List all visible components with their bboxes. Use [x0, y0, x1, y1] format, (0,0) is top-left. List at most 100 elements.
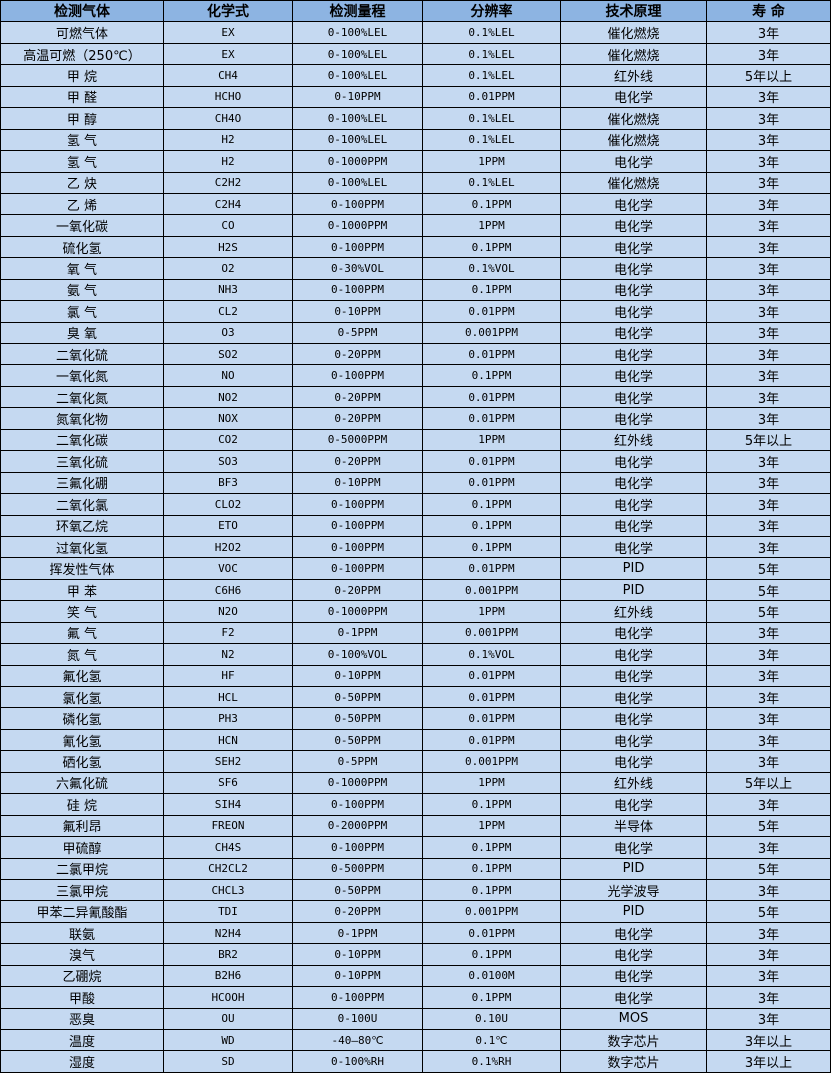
cell-lifespan: 3年 — [706, 685, 831, 709]
cell-resolution: 0.001PPM — [422, 621, 561, 645]
cell-range: 0-5PPM — [292, 750, 423, 773]
cell-range: 0-1000PPM — [292, 771, 423, 795]
cell-resolution: 0.1%LEL — [422, 42, 561, 66]
cell-gas: 氯 气 — [0, 300, 164, 323]
cell-formula: WD — [163, 1028, 293, 1052]
table-row: 甲苯二异氰酸酯 TDI 0-20PPM 0.001PPM PID 5年 — [0, 900, 831, 923]
cell-range: 0-5000PPM — [292, 428, 423, 452]
cell-resolution: 1PPM — [422, 600, 561, 623]
cell-gas: 湿度 — [0, 1050, 164, 1073]
cell-resolution: 0.01PPM — [422, 557, 561, 580]
cell-lifespan: 3年以上 — [706, 1050, 831, 1073]
cell-formula: CL2 — [163, 300, 293, 323]
cell-range: 0-50PPM — [292, 707, 423, 730]
cell-gas: 氢 气 — [0, 150, 164, 173]
cell-lifespan: 3年 — [706, 385, 831, 409]
table-row: 二氧化氯 CLO2 0-100PPM 0.1PPM 电化学 3年 — [0, 493, 831, 516]
cell-range: 0-50PPM — [292, 878, 423, 902]
cell-gas: 甲硫醇 — [0, 836, 164, 859]
cell-formula: CO — [163, 214, 293, 237]
cell-formula: HCHO — [163, 85, 293, 109]
table-row: 乙 炔 C2H2 0-100%LEL 0.1%LEL 催化燃烧 3年 — [0, 171, 831, 194]
cell-resolution: 0.1PPM — [422, 836, 561, 859]
cell-principle: 电化学 — [560, 450, 707, 473]
cell-principle: 电化学 — [560, 750, 707, 773]
table-row: 甲硫醇 CH4S 0-100PPM 0.1PPM 电化学 3年 — [0, 836, 831, 859]
cell-gas: 氨 气 — [0, 278, 164, 302]
cell-lifespan: 3年 — [706, 471, 831, 495]
cell-lifespan: 3年 — [706, 943, 831, 966]
cell-principle: 红外线 — [560, 600, 707, 623]
table-row: 六氟化硫 SF6 0-1000PPM 1PPM 红外线 5年以上 — [0, 771, 831, 795]
cell-gas: 氟利昂 — [0, 814, 164, 838]
cell-resolution: 0.001PPM — [422, 900, 561, 923]
cell-lifespan: 3年 — [706, 535, 831, 559]
table-row: 乙硼烷 B2H6 0-10PPM 0.0100M 电化学 3年 — [0, 964, 831, 988]
table-row: 甲 苯 C6H6 0-20PPM 0.001PPM PID 5年 — [0, 578, 831, 602]
cell-range: 0-100PPM — [292, 278, 423, 302]
table-row: 恶臭 OU 0-100U 0.10U MOS 3年 — [0, 1007, 831, 1031]
cell-principle: 电化学 — [560, 300, 707, 323]
cell-range: 0-20PPM — [292, 450, 423, 473]
cell-principle: 电化学 — [560, 493, 707, 516]
cell-resolution: 0.001PPM — [422, 578, 561, 602]
table-body: 可燃气体 EX 0-100%LEL 0.1%LEL 催化燃烧 3年 高温可燃（250℃） EX… — [0, 21, 831, 1073]
cell-lifespan: 5年 — [706, 900, 831, 923]
cell-range: 0-100PPM — [292, 192, 423, 216]
cell-formula: C2H2 — [163, 171, 293, 194]
cell-lifespan: 5年 — [706, 578, 831, 602]
cell-resolution: 0.1PPM — [422, 986, 561, 1009]
cell-gas: 一氧化氮 — [0, 364, 164, 387]
cell-gas: 二氧化硫 — [0, 342, 164, 366]
header-gas: 检测气体 — [0, 0, 164, 23]
cell-formula: EX — [163, 42, 293, 66]
cell-formula: ETO — [163, 514, 293, 537]
cell-resolution: 0.1℃ — [422, 1028, 561, 1052]
cell-formula: N2O — [163, 600, 293, 623]
cell-formula: SO2 — [163, 342, 293, 366]
cell-principle: 半导体 — [560, 814, 707, 838]
cell-range: 0-20PPM — [292, 342, 423, 366]
cell-lifespan: 3年以上 — [706, 1028, 831, 1052]
table-row: 二氯甲烷 CH2CL2 0-500PPM 0.1PPM PID 5年 — [0, 857, 831, 880]
cell-lifespan: 5年以上 — [706, 771, 831, 795]
cell-principle: 电化学 — [560, 514, 707, 537]
table-row: 环氧乙烷 ETO 0-100PPM 0.1PPM 电化学 3年 — [0, 514, 831, 537]
cell-range: 0-1PPM — [292, 921, 423, 945]
cell-gas: 乙 烯 — [0, 192, 164, 216]
table-row: 笑 气 N2O 0-1000PPM 1PPM 红外线 5年 — [0, 600, 831, 623]
cell-resolution: 0.1PPM — [422, 535, 561, 559]
cell-resolution: 1PPM — [422, 771, 561, 795]
cell-lifespan: 3年 — [706, 42, 831, 66]
cell-principle: 光学波导 — [560, 878, 707, 902]
cell-lifespan: 5年 — [706, 814, 831, 838]
cell-principle: 数字芯片 — [560, 1028, 707, 1052]
cell-principle: 电化学 — [560, 364, 707, 387]
cell-resolution: 0.1%VOL — [422, 257, 561, 280]
cell-principle: 电化学 — [560, 836, 707, 859]
cell-gas: 硫化氢 — [0, 235, 164, 259]
table-row: 一氧化氮 NO 0-100PPM 0.1PPM 电化学 3年 — [0, 364, 831, 387]
cell-principle: 电化学 — [560, 728, 707, 752]
table-row: 甲 醛 HCHO 0-10PPM 0.01PPM 电化学 3年 — [0, 85, 831, 109]
cell-gas: 氧 气 — [0, 257, 164, 280]
cell-gas: 可燃气体 — [0, 21, 164, 44]
cell-formula: C6H6 — [163, 578, 293, 602]
cell-resolution: 0.1PPM — [422, 857, 561, 880]
cell-formula: O2 — [163, 257, 293, 280]
cell-gas: 三氯甲烷 — [0, 878, 164, 902]
cell-formula: SD — [163, 1050, 293, 1073]
cell-resolution: 0.01PPM — [422, 685, 561, 709]
table-row: 乙 烯 C2H4 0-100PPM 0.1PPM 电化学 3年 — [0, 192, 831, 216]
cell-lifespan: 3年 — [706, 342, 831, 366]
cell-formula: FREON — [163, 814, 293, 838]
cell-range: 0-1000PPM — [292, 150, 423, 173]
cell-resolution: 0.1PPM — [422, 878, 561, 902]
cell-resolution: 0.1PPM — [422, 278, 561, 302]
cell-gas: 二氧化氮 — [0, 385, 164, 409]
cell-range: 0-100%LEL — [292, 128, 423, 152]
cell-range: 0-10PPM — [292, 471, 423, 495]
table-row: 氯化氢 HCL 0-50PPM 0.01PPM 电化学 3年 — [0, 685, 831, 709]
table-row: 氨 气 NH3 0-100PPM 0.1PPM 电化学 3年 — [0, 278, 831, 302]
cell-formula: CH2CL2 — [163, 857, 293, 880]
